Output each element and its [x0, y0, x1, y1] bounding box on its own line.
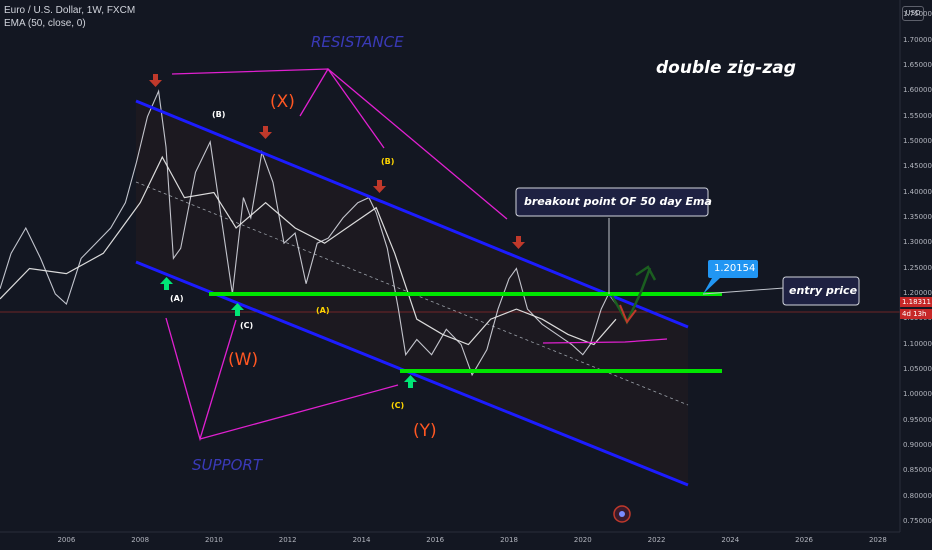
event-icon-center — [619, 511, 625, 517]
y-tick-label: 1.35000 — [903, 212, 932, 221]
y-tick-label: 1.30000 — [903, 238, 932, 247]
x-tick-label: 2008 — [131, 536, 150, 544]
projection-arrow-head — [635, 265, 657, 281]
entry-value-tag-pointer — [703, 278, 720, 294]
wave-label-B-white[interactable]: (B) — [212, 110, 226, 119]
x-tick-label: 2028 — [868, 536, 887, 544]
y-tick-label: 0.90000 — [903, 440, 932, 449]
support-pink-line-diagonal[interactable] — [199, 384, 399, 440]
x-tick-label: 2006 — [57, 536, 76, 544]
resistance-label[interactable]: RESISTANCE — [311, 33, 404, 51]
base-pink-line[interactable] — [542, 338, 668, 344]
countdown-tag: 4d 13h — [900, 309, 932, 319]
channel-lower-line[interactable] — [135, 260, 689, 487]
entry-pointer-line — [702, 287, 785, 295]
up-arrow-icon — [160, 277, 173, 290]
x-tick-label: 2014 — [352, 536, 371, 544]
up-arrows — [160, 277, 417, 388]
down-arrow-icon — [373, 180, 386, 193]
series-layer — [0, 89, 617, 377]
chart-legend: Euro / U.S. Dollar, 1W, FXCM EMA (50, cl… — [4, 4, 135, 30]
wave-label-B-yellow[interactable]: (B) — [381, 157, 395, 166]
up-arrow-icon — [404, 375, 417, 388]
projection-path — [610, 267, 652, 325]
y-tick-label: 0.95000 — [903, 415, 932, 424]
breakout-callout-text: breakout point OF 50 day Ema — [524, 195, 712, 208]
up-arrow-icon — [231, 303, 244, 316]
down-arrow-icon — [512, 236, 525, 249]
y-tick-label: 0.75000 — [903, 516, 932, 525]
y-tick-label: 1.70000 — [903, 35, 932, 44]
down-arrow-icon — [259, 126, 272, 139]
current-price-tag: 1.18311 — [900, 297, 932, 307]
y-tick-label: 1.20000 — [903, 288, 932, 297]
breakout-callout-box[interactable] — [515, 187, 709, 217]
y-tick-label: 1.55000 — [903, 111, 932, 120]
y-tick-label: 1.25000 — [903, 263, 932, 272]
wave-label-Y[interactable]: (Y) — [413, 421, 437, 441]
x-tick-label: 2010 — [204, 536, 223, 544]
pullback-arrow — [619, 304, 637, 325]
y-tick-label: 0.80000 — [903, 491, 932, 500]
symbol-title[interactable]: Euro / U.S. Dollar, 1W, FXCM — [4, 5, 136, 16]
down-arrow-icon — [149, 74, 162, 87]
ema-series-line[interactable] — [0, 155, 617, 346]
entry-value-tag[interactable] — [708, 260, 758, 278]
currency-button[interactable]: USD — [902, 6, 924, 21]
y-tick-label: 1.65000 — [903, 60, 932, 69]
x-tick-label: 2016 — [426, 536, 445, 544]
x-tick-label: 2020 — [573, 536, 592, 544]
x-tick-label: 2018 — [500, 536, 518, 544]
wave-label-X[interactable]: (X) — [270, 92, 295, 112]
y-tick-label: 1.05000 — [903, 364, 932, 373]
entry-callout-box[interactable] — [782, 276, 860, 306]
wave-label-A-white[interactable]: (A) — [170, 294, 184, 303]
y-tick-label: 1.60000 — [903, 86, 932, 95]
support-label[interactable]: SUPPORT — [192, 456, 262, 474]
x-tick-label: 2022 — [647, 536, 666, 544]
y-tick-label: 1.10000 — [903, 339, 932, 348]
down-arrows — [149, 74, 525, 249]
price-series-line[interactable] — [0, 89, 617, 377]
y-tick-label: 1.75000 — [903, 10, 932, 19]
wave-label-W[interactable]: (W) — [228, 350, 259, 370]
entry-price-text: entry price — [789, 284, 858, 297]
wave-label-A-yellow[interactable]: (A) — [316, 306, 330, 315]
x-tick-label: 2026 — [795, 536, 814, 544]
wave-label-C-yellow[interactable]: (C) — [391, 401, 405, 410]
x-tick-label: 2024 — [721, 536, 740, 544]
y-tick-label: 0.85000 — [903, 466, 932, 475]
indicator-title[interactable]: EMA (50, close, 0) — [4, 18, 86, 29]
chart-title-annotation[interactable]: double zig-zag — [656, 58, 796, 78]
entry-price-value: 1.20154 — [714, 263, 756, 274]
y-tick-label: 1.00000 — [903, 390, 932, 399]
wave-label-C-white[interactable]: (C) — [240, 321, 254, 330]
resistance-pink-line-zigzag[interactable] — [299, 68, 508, 220]
y-tick-label: 1.50000 — [903, 136, 932, 145]
x-tick-label: 2012 — [278, 536, 297, 544]
channel-upper-line[interactable] — [135, 99, 689, 329]
y-tick-label: 1.45000 — [903, 162, 932, 171]
y-tick-label: 1.40000 — [903, 187, 932, 196]
